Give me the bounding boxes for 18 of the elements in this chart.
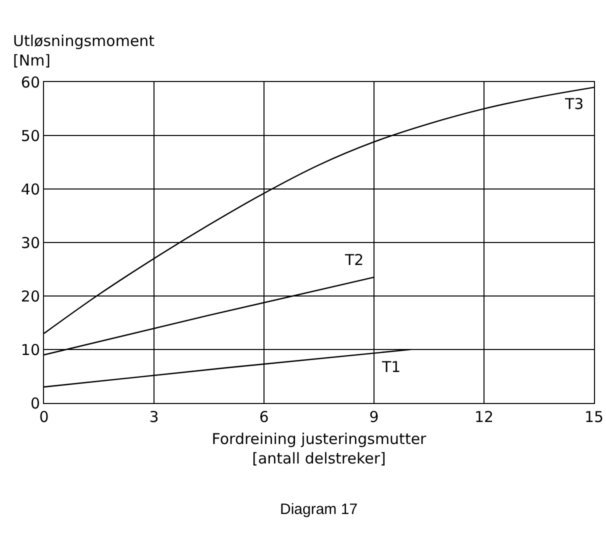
y-tick-label: 40: [20, 180, 40, 198]
x-axis-title: Fordreining justeringsmutter [antall delstreker]: [212, 430, 428, 468]
x-tick-label: 9: [369, 408, 379, 426]
y-tick-label: 60: [20, 73, 40, 92]
y-tick-label: 0: [30, 394, 40, 412]
y-tick-label: 30: [20, 234, 40, 252]
series-label: T2: [344, 251, 364, 269]
x-tick-label: 6: [259, 408, 269, 426]
y-axis-title: Utløsningsmoment [Nm]: [13, 32, 155, 70]
y-tick-label: 20: [20, 287, 40, 306]
text: Diagram 17: [280, 501, 358, 518]
x-tick-label: 3: [149, 408, 159, 426]
x-tick-label: 12: [474, 408, 494, 426]
series-label: T1: [381, 358, 401, 376]
y-tick-label: 50: [20, 126, 40, 145]
y-tick-label: 10: [20, 340, 40, 359]
series-label: T3: [564, 95, 584, 113]
x-tick-label: 15: [584, 408, 604, 426]
